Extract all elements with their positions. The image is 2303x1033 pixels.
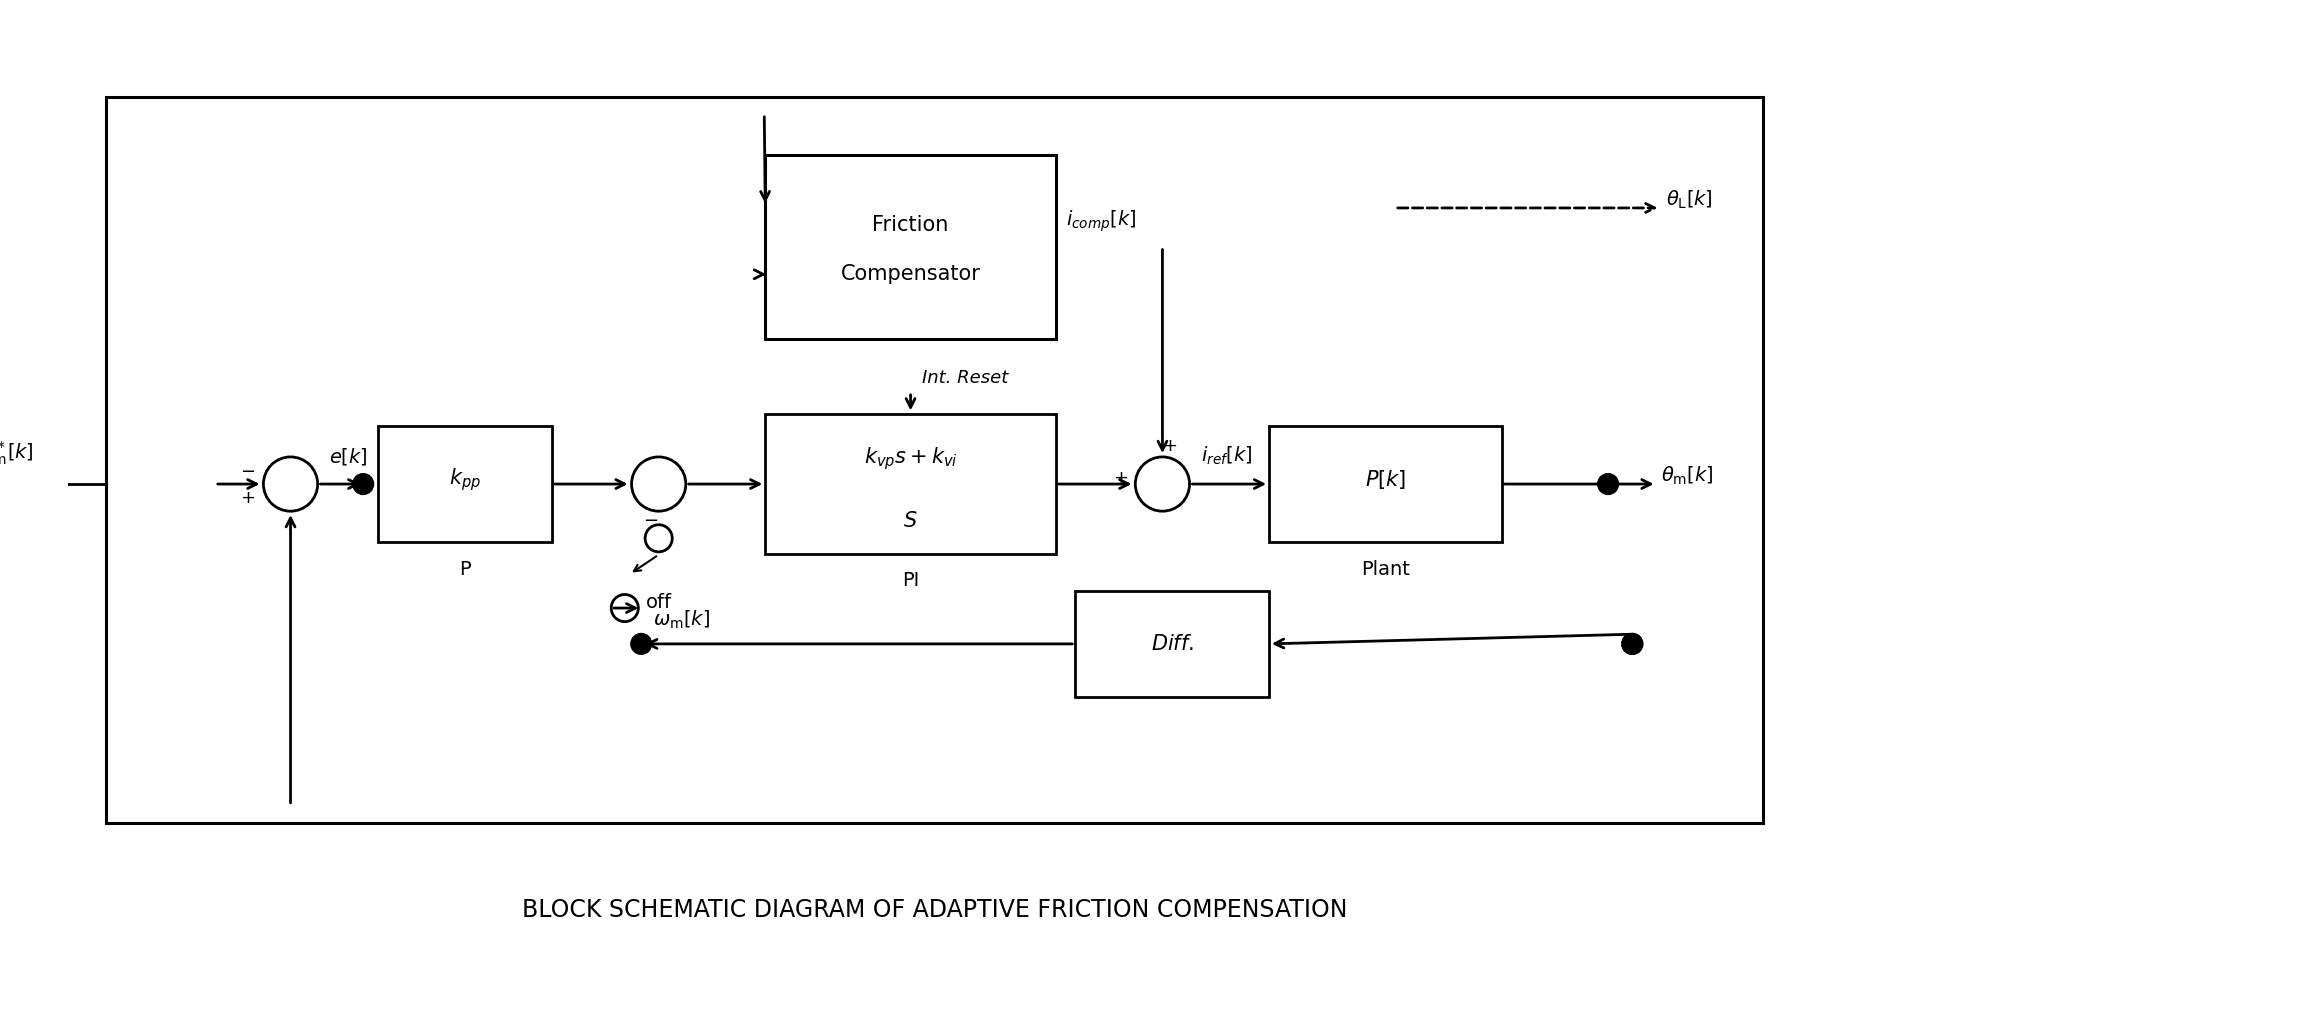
- Text: +: +: [643, 469, 659, 488]
- Text: off: off: [647, 593, 672, 612]
- Circle shape: [1135, 457, 1191, 511]
- Text: +: +: [274, 473, 288, 491]
- Bar: [378, 426, 553, 542]
- Bar: [106, 96, 1764, 823]
- Circle shape: [263, 457, 318, 511]
- Text: +: +: [1112, 469, 1128, 488]
- Text: $e[k]$: $e[k]$: [329, 445, 368, 467]
- Text: $\theta^*_{\rm m}[k]$: $\theta^*_{\rm m}[k]$: [0, 439, 32, 467]
- Circle shape: [1624, 634, 1642, 654]
- Text: $S$: $S$: [903, 511, 919, 531]
- Bar: [765, 414, 1055, 554]
- Circle shape: [352, 474, 373, 494]
- Text: Compensator: Compensator: [841, 263, 981, 284]
- Text: $-$: $-$: [240, 462, 256, 479]
- Text: +: +: [1161, 437, 1177, 456]
- Text: Plant: Plant: [1361, 560, 1409, 578]
- Text: $\theta_{\rm m}[k]$: $\theta_{\rm m}[k]$: [1660, 465, 1713, 488]
- Circle shape: [645, 525, 672, 552]
- Bar: [1076, 591, 1269, 697]
- Text: $\theta_{\rm L}[k]$: $\theta_{\rm L}[k]$: [1665, 189, 1713, 212]
- Text: P: P: [458, 560, 470, 578]
- Bar: [1269, 426, 1502, 542]
- Circle shape: [610, 594, 638, 622]
- Circle shape: [1624, 634, 1642, 654]
- Text: $-$: $-$: [643, 510, 659, 528]
- Text: $i_{ref}[k]$: $i_{ref}[k]$: [1202, 444, 1253, 467]
- Text: BLOCK SCHEMATIC DIAGRAM OF ADAPTIVE FRICTION COMPENSATION: BLOCK SCHEMATIC DIAGRAM OF ADAPTIVE FRIC…: [523, 899, 1347, 922]
- Text: $k_{vp}s+k_{vi}$: $k_{vp}s+k_{vi}$: [864, 445, 958, 472]
- Text: Friction: Friction: [873, 215, 949, 236]
- Text: Int. Reset: Int. Reset: [921, 369, 1009, 387]
- Circle shape: [1598, 474, 1617, 494]
- Text: $k_{pp}$: $k_{pp}$: [449, 466, 481, 493]
- Circle shape: [631, 457, 686, 511]
- Text: $Diff.$: $Diff.$: [1152, 634, 1193, 654]
- Text: $\omega_{\rm m}[k]$: $\omega_{\rm m}[k]$: [652, 609, 709, 631]
- Text: $i_{comp}[k]$: $i_{comp}[k]$: [1066, 209, 1135, 234]
- Text: +: +: [240, 489, 256, 506]
- Text: PI: PI: [903, 571, 919, 591]
- Bar: [765, 155, 1055, 339]
- Circle shape: [631, 634, 652, 654]
- Text: $P[k]$: $P[k]$: [1366, 468, 1405, 491]
